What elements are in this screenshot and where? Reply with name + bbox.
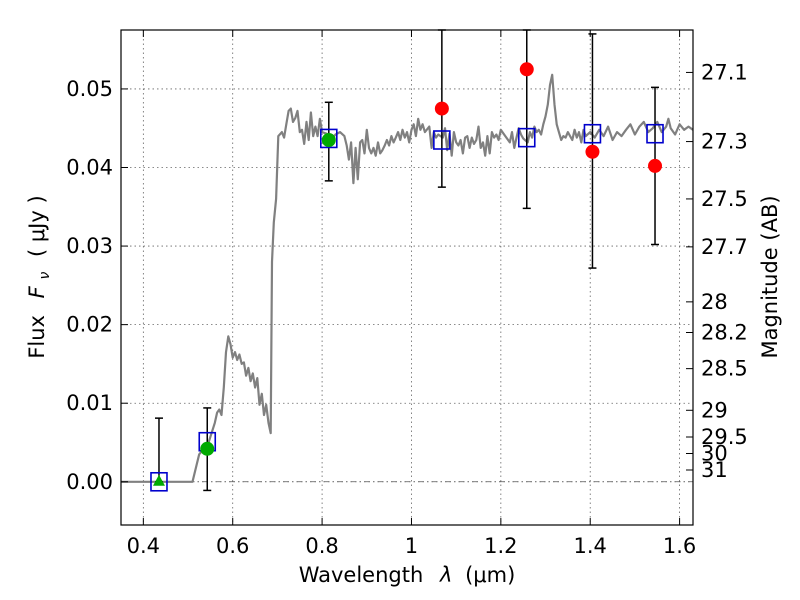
magnitude-tick-label: 28.2 (701, 321, 748, 345)
magnitude-tick-label: 27.7 (701, 235, 748, 259)
y-axis-label-unit: ( μJy ) (25, 195, 49, 257)
y-tick-label: 0.03 (66, 234, 113, 258)
model-spectrum-line (121, 73, 693, 483)
model-photometry-marker (517, 127, 536, 148)
magnitude-tick-label: 28.5 (701, 357, 748, 381)
y-tick-label: 0.05 (66, 77, 113, 101)
observed-flux-marker (648, 158, 663, 173)
observed-flux-marker-green (200, 441, 215, 456)
model-photometry-marker (150, 471, 168, 492)
x-tick-label: 1.4 (574, 534, 607, 558)
observed-flux-marker (519, 62, 534, 77)
x-axis-label-text: Wavelength (299, 563, 424, 587)
x-axis-label: Wavelength λ (μm) (299, 563, 516, 587)
model-photometry-marker (646, 123, 664, 144)
magnitude-tick-label: 28 (701, 290, 728, 314)
model-photometry-marker (319, 128, 338, 149)
magnitude-tick-label: 29 (701, 398, 728, 422)
magnitude-tick-label: 27.1 (701, 60, 748, 84)
model-photometry-marker (433, 130, 451, 150)
y-tick-label: 0.00 (66, 470, 113, 494)
y-axis-label-text: Flux (25, 315, 49, 359)
y-tick-label: 0.02 (66, 313, 113, 337)
x-tick-label: 1.2 (484, 534, 517, 558)
model-photometry-marker (583, 123, 602, 144)
magnitude-tick-label: 27.3 (701, 130, 748, 154)
spectrum-layer (121, 73, 693, 483)
y-axis-label-subscript: ν (37, 272, 53, 280)
x-tick-label: 0.6 (216, 534, 249, 558)
y-axis-label-symbol: F (25, 285, 49, 298)
y-axis-ticks: 0.00 0.01 0.02 0.03 0.04 0.05 (66, 77, 128, 494)
x-axis-ticks: 0.4 0.6 0.8 1 1.2 1.4 1.6 (127, 30, 696, 558)
y-axis-label: Flux F ν ( μJy ) (25, 195, 54, 358)
y-tick-label: 0.04 (66, 156, 113, 180)
x-tick-label: 1 (405, 534, 418, 558)
magnitude-tick-label: 27.5 (701, 187, 748, 211)
x-tick-label: 1.6 (663, 534, 696, 558)
magnitude-tick-label: 30 (701, 442, 728, 466)
x-axis-label-symbol: λ (439, 563, 452, 587)
magnitude-axis-label: Magnitude (AB) (758, 195, 782, 358)
plot-background (121, 30, 693, 525)
observed-flux-marker (585, 144, 600, 159)
x-axis-label-unit: (μm) (465, 563, 515, 587)
plot-frame (120, 29, 694, 526)
upper-limit-marker (152, 474, 165, 486)
x-tick-label: 0.8 (305, 534, 338, 558)
x-tick-label: 0.4 (127, 534, 160, 558)
observed-flux-marker (434, 101, 449, 116)
magnitude-tick-label: 29.5 (701, 425, 748, 449)
observed-flux-marker-green (321, 133, 336, 147)
marker-layer (150, 62, 664, 492)
y-tick-label: 0.01 (66, 391, 113, 415)
magnitude-tick-label: 31 (701, 458, 728, 482)
